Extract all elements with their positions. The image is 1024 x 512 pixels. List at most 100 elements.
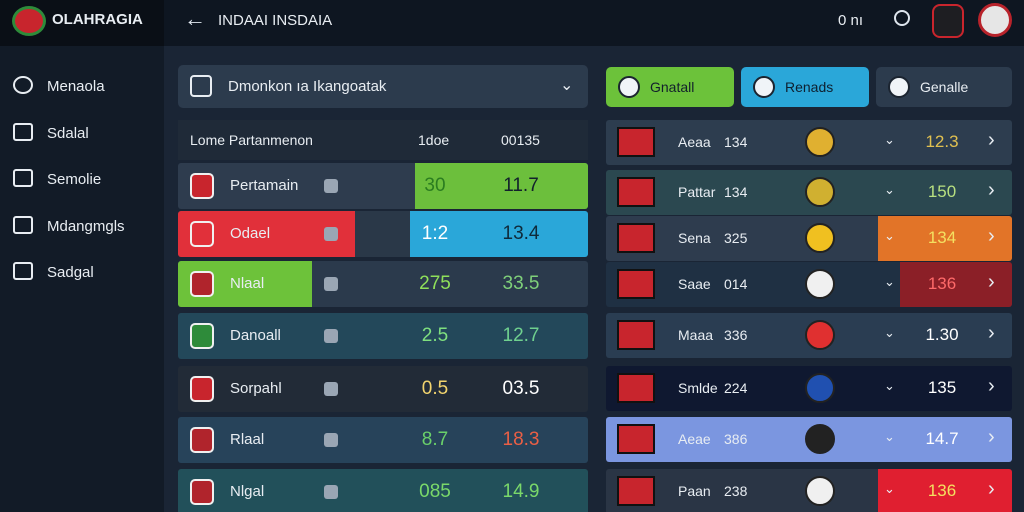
arrow[interactable]: ›	[988, 271, 995, 293]
back-icon[interactable]: ←	[184, 6, 206, 31]
chevron: ⌄	[560, 77, 574, 94]
arrow[interactable]: ›	[988, 225, 995, 247]
column-header: 00135	[501, 132, 540, 148]
arrow[interactable]: ›	[988, 322, 995, 344]
odd[interactable]: 33.5	[502, 273, 540, 294]
arrow[interactable]: ›	[988, 129, 995, 151]
team-name: Smlde	[678, 380, 718, 396]
odd[interactable]: 03.5	[502, 378, 540, 399]
team-badge	[190, 173, 214, 199]
match-number: 325	[724, 230, 748, 246]
odd[interactable]: 134	[927, 228, 957, 247]
highlight	[878, 469, 1012, 512]
match-row[interactable]: Pattar 134 ⌄ 150 ›	[606, 170, 1012, 215]
match-number: 134	[724, 184, 748, 200]
dropdown[interactable]: Dmonkon ıa Ikangoatak ⌄	[178, 65, 588, 108]
arrow[interactable]: ›	[988, 426, 995, 448]
tab-label: Genalle	[920, 79, 969, 95]
sidebar-icon	[13, 169, 33, 187]
team-name: Sena	[678, 230, 711, 246]
match-row[interactable]: Smlde 224 ⌄ 135 ›	[606, 366, 1012, 411]
match-number: 224	[724, 380, 748, 396]
sidebar-item[interactable]: Sdalal	[0, 117, 164, 151]
shield-icon[interactable]	[932, 4, 964, 38]
arrow[interactable]: ›	[988, 375, 995, 397]
team-name: Maaa	[678, 327, 714, 343]
match-row[interactable]: Saae 014 ⌄ 136 ›	[606, 262, 1012, 307]
highlight	[900, 262, 1012, 307]
tab[interactable]: Gnatall	[606, 67, 734, 107]
team-icon	[324, 382, 338, 396]
odd[interactable]: 8.7	[421, 429, 449, 450]
match-row[interactable]: Sena 325 ⌄ 134 ›	[606, 216, 1012, 261]
odd[interactable]: 18.3	[502, 429, 540, 450]
odd[interactable]: 1:2	[421, 223, 449, 244]
table-row[interactable]: Nlgal 085 14.9	[178, 469, 588, 512]
match-row[interactable]: Maaa 336 ⌄ 1.30 ›	[606, 313, 1012, 358]
match-number: 238	[724, 483, 748, 499]
tab-icon	[888, 76, 910, 98]
team-name: Danoall	[230, 327, 281, 344]
chevron: ⌄	[884, 378, 895, 393]
odd[interactable]: 135	[927, 378, 957, 397]
odd[interactable]: 13.4	[502, 223, 540, 244]
arrow[interactable]: ›	[988, 478, 995, 500]
sidebar-icon	[13, 122, 33, 141]
highlight	[410, 211, 588, 257]
sidebar-item[interactable]: Sadgal	[0, 256, 164, 290]
badge	[805, 223, 835, 253]
odd[interactable]: 085	[419, 481, 451, 502]
team-name: Odael	[230, 225, 271, 242]
match-row[interactable]: Paan 238 ⌄ 136 ›	[606, 469, 1012, 512]
match-row[interactable]: Aeae 386 ⌄ 14.7 ›	[606, 417, 1012, 462]
tab[interactable]: Renads	[741, 67, 869, 107]
tab[interactable]: Genalle	[876, 67, 1012, 107]
odd[interactable]: 30	[424, 175, 446, 196]
column-header: 1doe	[418, 132, 450, 148]
search-icon[interactable]	[894, 10, 910, 26]
odd[interactable]: 11.7	[503, 175, 539, 196]
table-row[interactable]: Rlaal 8.7 18.3	[178, 417, 588, 463]
match-row[interactable]: Aeaa 134 ⌄ 12.3 ›	[606, 120, 1012, 165]
badge	[805, 424, 835, 454]
team-badge	[190, 479, 214, 505]
table-row[interactable]: Danoall 2.5 12.7	[178, 313, 588, 359]
odd[interactable]: 14.7	[925, 429, 959, 448]
odd[interactable]: 12.7	[502, 325, 540, 346]
team-icon	[324, 227, 338, 241]
badge	[805, 127, 835, 157]
team-name: Aeae	[678, 431, 711, 447]
sidebar-label: Menaola	[47, 78, 105, 95]
team-badge	[190, 221, 214, 247]
tab-label: Gnatall	[650, 79, 695, 95]
avatar[interactable]	[978, 3, 1012, 37]
odd[interactable]: 136	[927, 481, 957, 500]
table-row[interactable]: Odael 1:2 13.4	[178, 211, 588, 257]
sidebar-item[interactable]: Semolie	[0, 163, 164, 197]
arrow[interactable]: ›	[988, 179, 995, 201]
chevron: ⌄	[884, 274, 895, 289]
sidebar-item[interactable]: Menaola	[0, 70, 164, 104]
sidebar-item[interactable]: Mdangmgls	[0, 210, 164, 244]
odd[interactable]: 12.3	[925, 132, 959, 151]
flag	[617, 320, 655, 350]
table-row[interactable]: Nlaal 275 33.5	[178, 261, 588, 307]
table-row[interactable]: Sorpahl 0.5 03.5	[178, 366, 588, 412]
odd[interactable]: 150	[927, 182, 957, 201]
odd[interactable]: 0.5	[421, 378, 449, 399]
odd[interactable]: 136	[927, 274, 957, 293]
odd[interactable]: 275	[419, 273, 451, 294]
table-header: Lome Partanmenon 1doe 00135	[178, 120, 588, 160]
odd[interactable]: 2.5	[421, 325, 449, 346]
team-name: Rlaal	[230, 431, 265, 448]
logo-text: OLAHRAGIA	[52, 11, 143, 28]
chevron: ⌄	[884, 429, 895, 444]
flag	[617, 269, 655, 299]
table-row[interactable]: Pertamain 30 11.7	[178, 163, 588, 209]
odd[interactable]: 14.9	[502, 481, 540, 502]
odd[interactable]: 1.30	[925, 325, 959, 344]
chevron: ⌄	[884, 228, 895, 243]
team-name: Nlaal	[230, 275, 265, 292]
team-icon	[324, 179, 338, 193]
